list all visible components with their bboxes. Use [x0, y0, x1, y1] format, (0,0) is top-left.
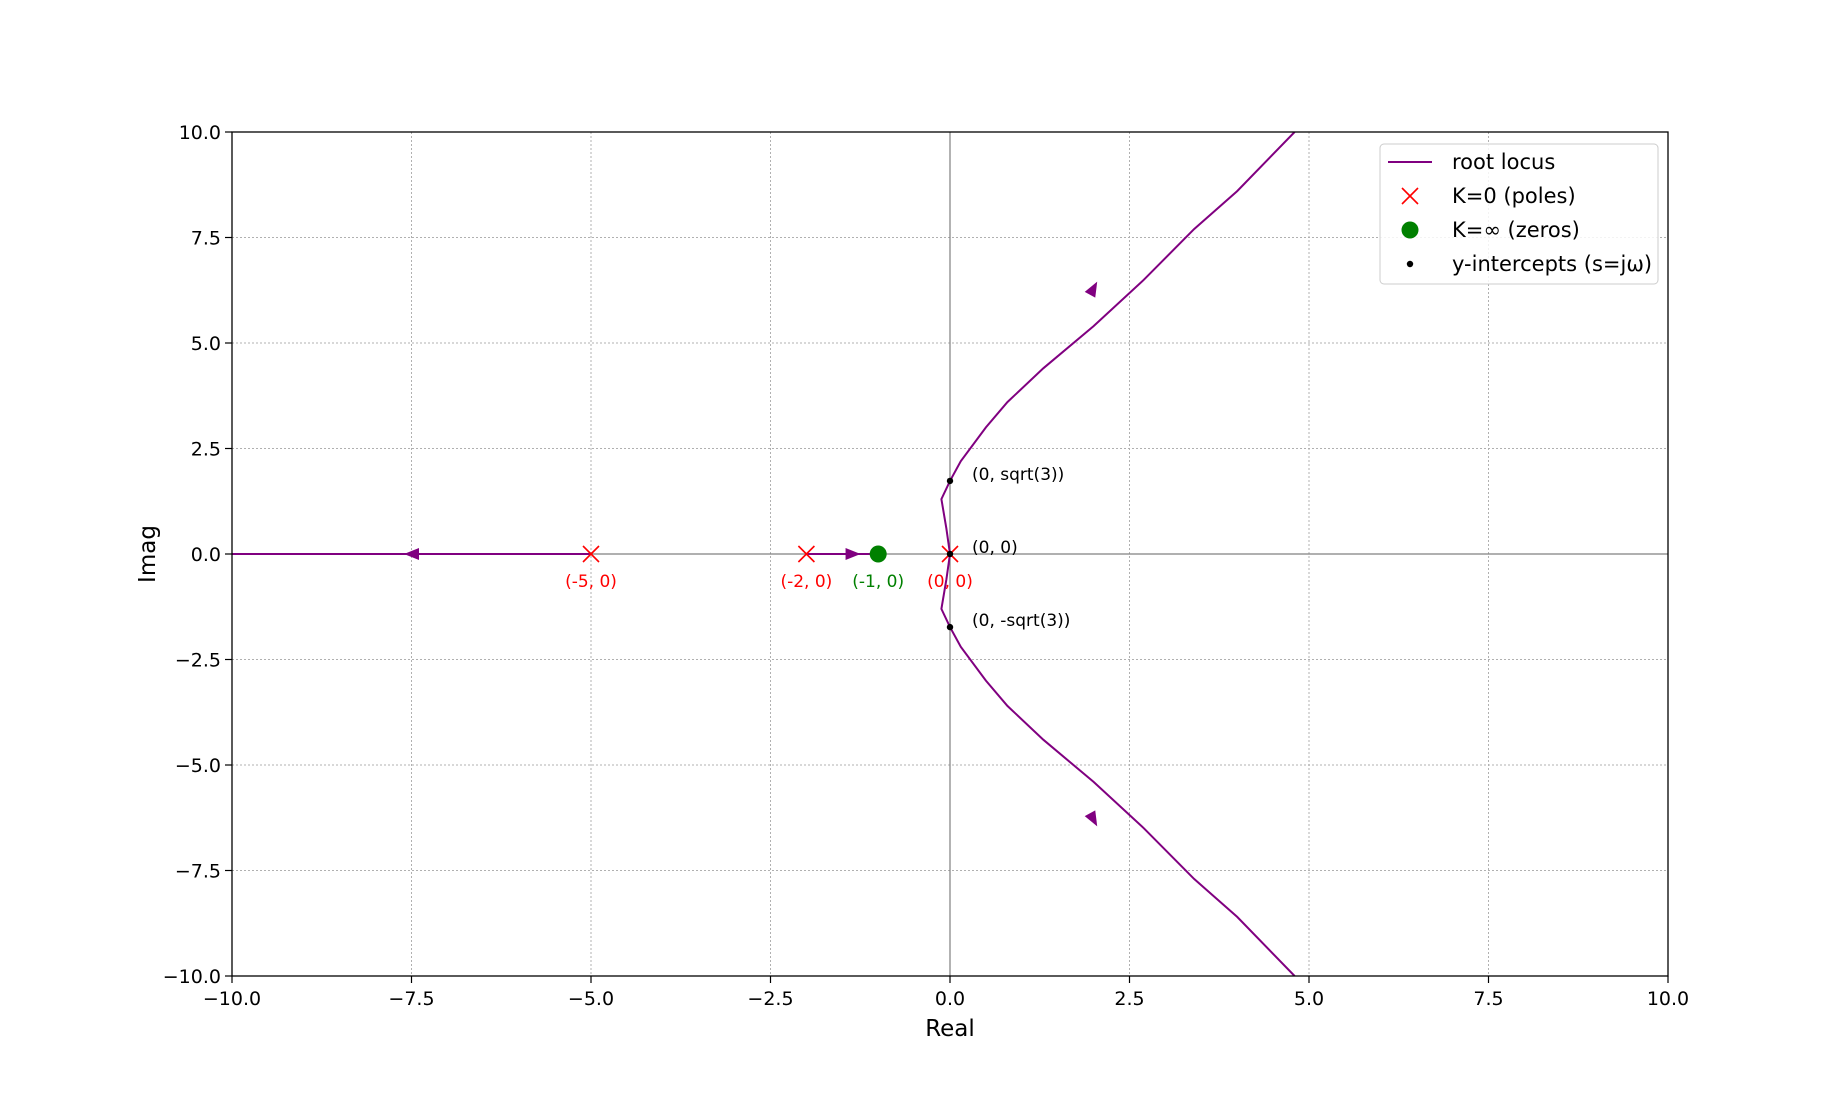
- locus-arrow: [1084, 281, 1098, 298]
- x-stroke: [797, 545, 815, 563]
- point-annotations: (-5, 0) (-2, 0) (0, 0) (-1, 0) (0, sqrt(3)) (…: [565, 465, 1070, 631]
- y-tick-label: 10.0: [179, 122, 221, 144]
- intercept-marker: [946, 477, 954, 485]
- y-tick-label: 2.5: [191, 439, 221, 461]
- point-annotation: (-5, 0): [565, 572, 617, 592]
- y-tick-label: 5.0: [191, 333, 221, 355]
- y-tick-label: −5.0: [175, 755, 221, 777]
- locus-arrow: [1084, 810, 1098, 827]
- x-tick-label: 5.0: [1294, 988, 1324, 1010]
- x-tick-label: 2.5: [1114, 988, 1144, 1010]
- axis-ticks: −10.0 −7.5 −5.0 −2.5 0.0 2.5 5.0 7.5 10.0 −10.0 −7…: [163, 122, 1689, 1010]
- locus-branch: [940, 553, 1296, 976]
- pole-marker: [797, 545, 815, 563]
- y-tick-label: −10.0: [163, 966, 221, 988]
- legend-entry-label: K=∞ (zeros): [1452, 218, 1580, 242]
- x-tick-label: 7.5: [1473, 988, 1503, 1010]
- point-annotation: (-2, 0): [780, 572, 832, 592]
- plot-series: [232, 132, 1296, 976]
- x-tick-label: 10.0: [1647, 988, 1689, 1010]
- legend-handle-circle: [1401, 221, 1419, 239]
- locus-branch: [940, 132, 1296, 555]
- legend-handle-x: [1401, 187, 1419, 205]
- zero-marker: [869, 545, 887, 563]
- intercept-marker: [946, 550, 954, 558]
- legend-entry-label: root locus: [1452, 150, 1555, 174]
- point-annotation: (0, -sqrt(3)): [972, 611, 1070, 631]
- pole-marker: [582, 545, 600, 563]
- x-tick-label: −5.0: [568, 988, 614, 1010]
- intercept-marker: [946, 623, 954, 631]
- y-tick-label: −2.5: [175, 650, 221, 672]
- y-tick-label: 7.5: [191, 228, 221, 250]
- point-annotation: (-1, 0): [852, 572, 904, 592]
- legend: root locus K=0 (poles) K=∞ (zeros) y-interc…: [1379, 143, 1659, 285]
- legend-entry-label: K=0 (poles): [1452, 184, 1576, 208]
- point-annotation: (0, 0): [972, 538, 1018, 558]
- legend-handle-dot: [1406, 260, 1414, 268]
- x-tick-label: −7.5: [388, 988, 434, 1010]
- x-stroke: [582, 545, 600, 563]
- locus-arrow: [404, 548, 419, 560]
- point-annotation: (0, sqrt(3)): [972, 465, 1064, 485]
- y-tick-label: 0.0: [191, 544, 221, 566]
- y-axis-label: Imag: [135, 525, 161, 583]
- x-tick-label: 0.0: [935, 988, 965, 1010]
- x-stroke: [1401, 187, 1419, 205]
- x-tick-label: −2.5: [747, 988, 793, 1010]
- x-tick-label: −10.0: [203, 988, 261, 1010]
- point-annotation: (0, 0): [927, 572, 973, 592]
- y-tick-label: −7.5: [175, 861, 221, 883]
- legend-entry-label: y-intercepts (s=jω): [1452, 252, 1652, 276]
- locus-arrow: [845, 548, 861, 560]
- legend-box: [1379, 143, 1659, 285]
- x-axis-label: Real: [925, 1016, 975, 1042]
